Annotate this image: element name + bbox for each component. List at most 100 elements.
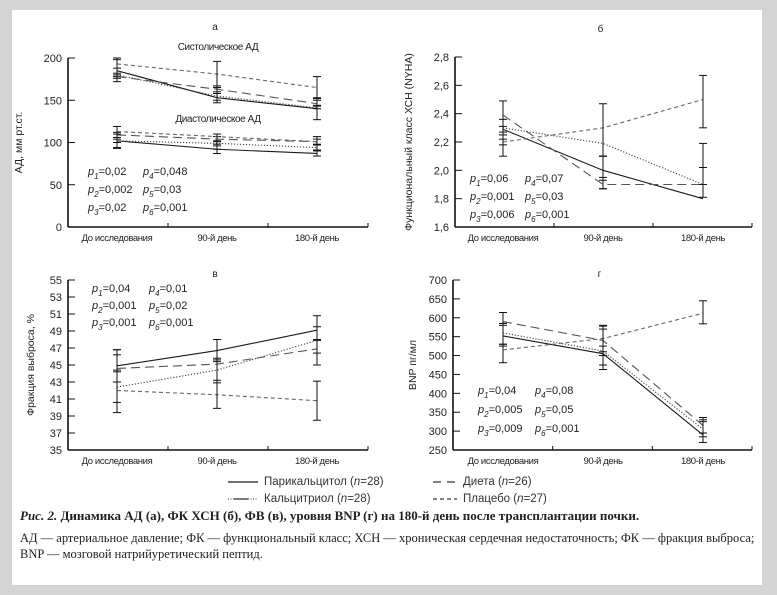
y-tick-label: 150 — [44, 95, 62, 107]
p-symbol: p — [142, 184, 149, 196]
p-value-label: p6=0,001 — [524, 209, 570, 224]
caption-title-text: Динамика АД (а), ФК ХСН (б), ФВ (в), уро… — [57, 508, 640, 523]
legend-label: Диета (n=26) — [463, 476, 532, 488]
p-symbol: p — [524, 173, 531, 185]
p-value: =0,04 — [103, 283, 131, 295]
y-tick-label: 49 — [50, 326, 62, 338]
p-subscript: 5 — [155, 306, 160, 315]
p-value: =0,05 — [546, 404, 574, 416]
p-subscript: 2 — [475, 197, 481, 206]
p-subscript: 5 — [541, 410, 546, 419]
legend-label: Кальцитриол (n=28) — [264, 493, 371, 505]
y-tick-label: 2,4 — [434, 109, 449, 121]
p-value: =0,06 — [481, 173, 509, 185]
p-symbol: p — [477, 423, 484, 435]
p-subscript: 5 — [531, 197, 536, 206]
y-tick-label: 250 — [429, 445, 447, 457]
p-value: =0,07 — [536, 173, 564, 185]
y-tick-label: 0 — [56, 222, 62, 234]
y-tick-label: 650 — [429, 294, 447, 306]
x-tick-label: 180-й день — [681, 233, 725, 244]
p-subscript: 4 — [531, 179, 536, 188]
p-subscript: 3 — [94, 208, 99, 217]
p-value-label: p2=0,005 — [477, 404, 523, 419]
p-value-label: p4=0,08 — [534, 385, 573, 400]
legend-label: Парикальцитол (n=28) — [264, 476, 384, 488]
p-value: =0,001 — [536, 209, 570, 221]
p-value: =0,02 — [160, 300, 188, 312]
p-value-label: p6=0,001 — [534, 423, 580, 438]
legend-item-parikalcitol: Парикальцитол (n=28) — [228, 476, 384, 488]
p-subscript: 3 — [476, 215, 481, 224]
series-line-Диета — [502, 114, 703, 186]
legend-swatch-long-dash — [433, 481, 457, 483]
p-value-label: p3=0,001 — [91, 317, 137, 332]
p-value-label: p3=0,02 — [87, 202, 126, 217]
y-tick-label: 350 — [429, 407, 447, 419]
p-subscript: 1 — [94, 172, 98, 181]
y-axis-label: Фракция выброса, % — [25, 314, 37, 416]
p-value-label: p1=0,02 — [87, 166, 126, 181]
panel-label: б — [598, 23, 604, 35]
p-symbol: p — [534, 385, 541, 397]
p-value-label: p6=0,001 — [148, 317, 194, 332]
y-tick-label: 37 — [50, 428, 62, 440]
p-subscript: 1 — [484, 391, 488, 400]
y-tick-label: 53 — [50, 292, 62, 304]
p-symbol: p — [142, 202, 149, 214]
p-subscript: 2 — [483, 410, 489, 419]
p-value-label: p2=0,001 — [469, 191, 515, 206]
p-symbol: p — [524, 209, 531, 221]
y-tick-label: 45 — [50, 360, 62, 372]
p-subscript: 6 — [155, 323, 160, 332]
p-value: =0,001 — [160, 317, 194, 329]
p-value: =0,005 — [489, 404, 523, 416]
p-symbol: p — [87, 184, 94, 196]
legend-item-dieta: Диета (n=26) — [433, 476, 532, 488]
p-value: =0,02 — [99, 166, 127, 178]
p-value: =0,001 — [103, 317, 137, 329]
y-tick-label: 200 — [44, 53, 62, 65]
p-value: =0,03 — [154, 184, 182, 196]
legend-swatch-dash-dot — [228, 498, 258, 500]
y-tick-label: 2,8 — [434, 52, 449, 64]
p-value: =0,002 — [99, 184, 133, 196]
y-tick-label: 600 — [429, 313, 447, 325]
p-value: =0,001 — [103, 300, 137, 312]
p-subscript: 2 — [93, 190, 99, 199]
p-symbol: p — [148, 300, 155, 312]
series-line-Кальцитриол — [502, 332, 704, 430]
x-tick-label: 90-й день — [197, 233, 237, 244]
annotation-label: Диастолическое АД — [175, 114, 261, 125]
p-symbol: p — [477, 404, 484, 416]
y-tick-label: 50 — [50, 180, 62, 192]
y-tick-label: 55 — [50, 275, 62, 287]
p-symbol: p — [477, 385, 484, 397]
p-symbol: p — [469, 173, 476, 185]
p-value-label: p2=0,002 — [87, 184, 133, 199]
y-tick-label: 51 — [50, 309, 62, 321]
p-subscript: 6 — [149, 208, 154, 217]
p-subscript: 3 — [98, 323, 103, 332]
p-subscript: 3 — [484, 429, 489, 438]
p-value-label: p6=0,001 — [142, 202, 188, 217]
annotation-label: Систолическое АД — [178, 42, 259, 53]
p-value-label: p1=0,06 — [469, 173, 508, 188]
x-tick-label: До исследования — [82, 456, 153, 467]
p-subscript: 4 — [541, 391, 546, 400]
panel-label: а — [212, 22, 218, 33]
p-value: =0,001 — [481, 191, 515, 203]
y-tick-label: 2,0 — [434, 165, 449, 177]
y-tick-label: 400 — [429, 388, 447, 400]
x-tick-label: 90-й день — [583, 456, 623, 467]
legend-swatch-short-dash — [433, 498, 457, 500]
legend-item-kalcitriol: Кальцитриол (n=28) — [228, 493, 371, 505]
p-value: =0,001 — [154, 202, 188, 214]
y-tick-label: 100 — [44, 138, 62, 150]
p-value: =0,001 — [546, 423, 580, 435]
y-axis-label: BNP пг/мл — [407, 340, 419, 390]
p-value: =0,009 — [489, 423, 523, 435]
p-symbol: p — [148, 317, 155, 329]
p-subscript: 2 — [97, 306, 103, 315]
